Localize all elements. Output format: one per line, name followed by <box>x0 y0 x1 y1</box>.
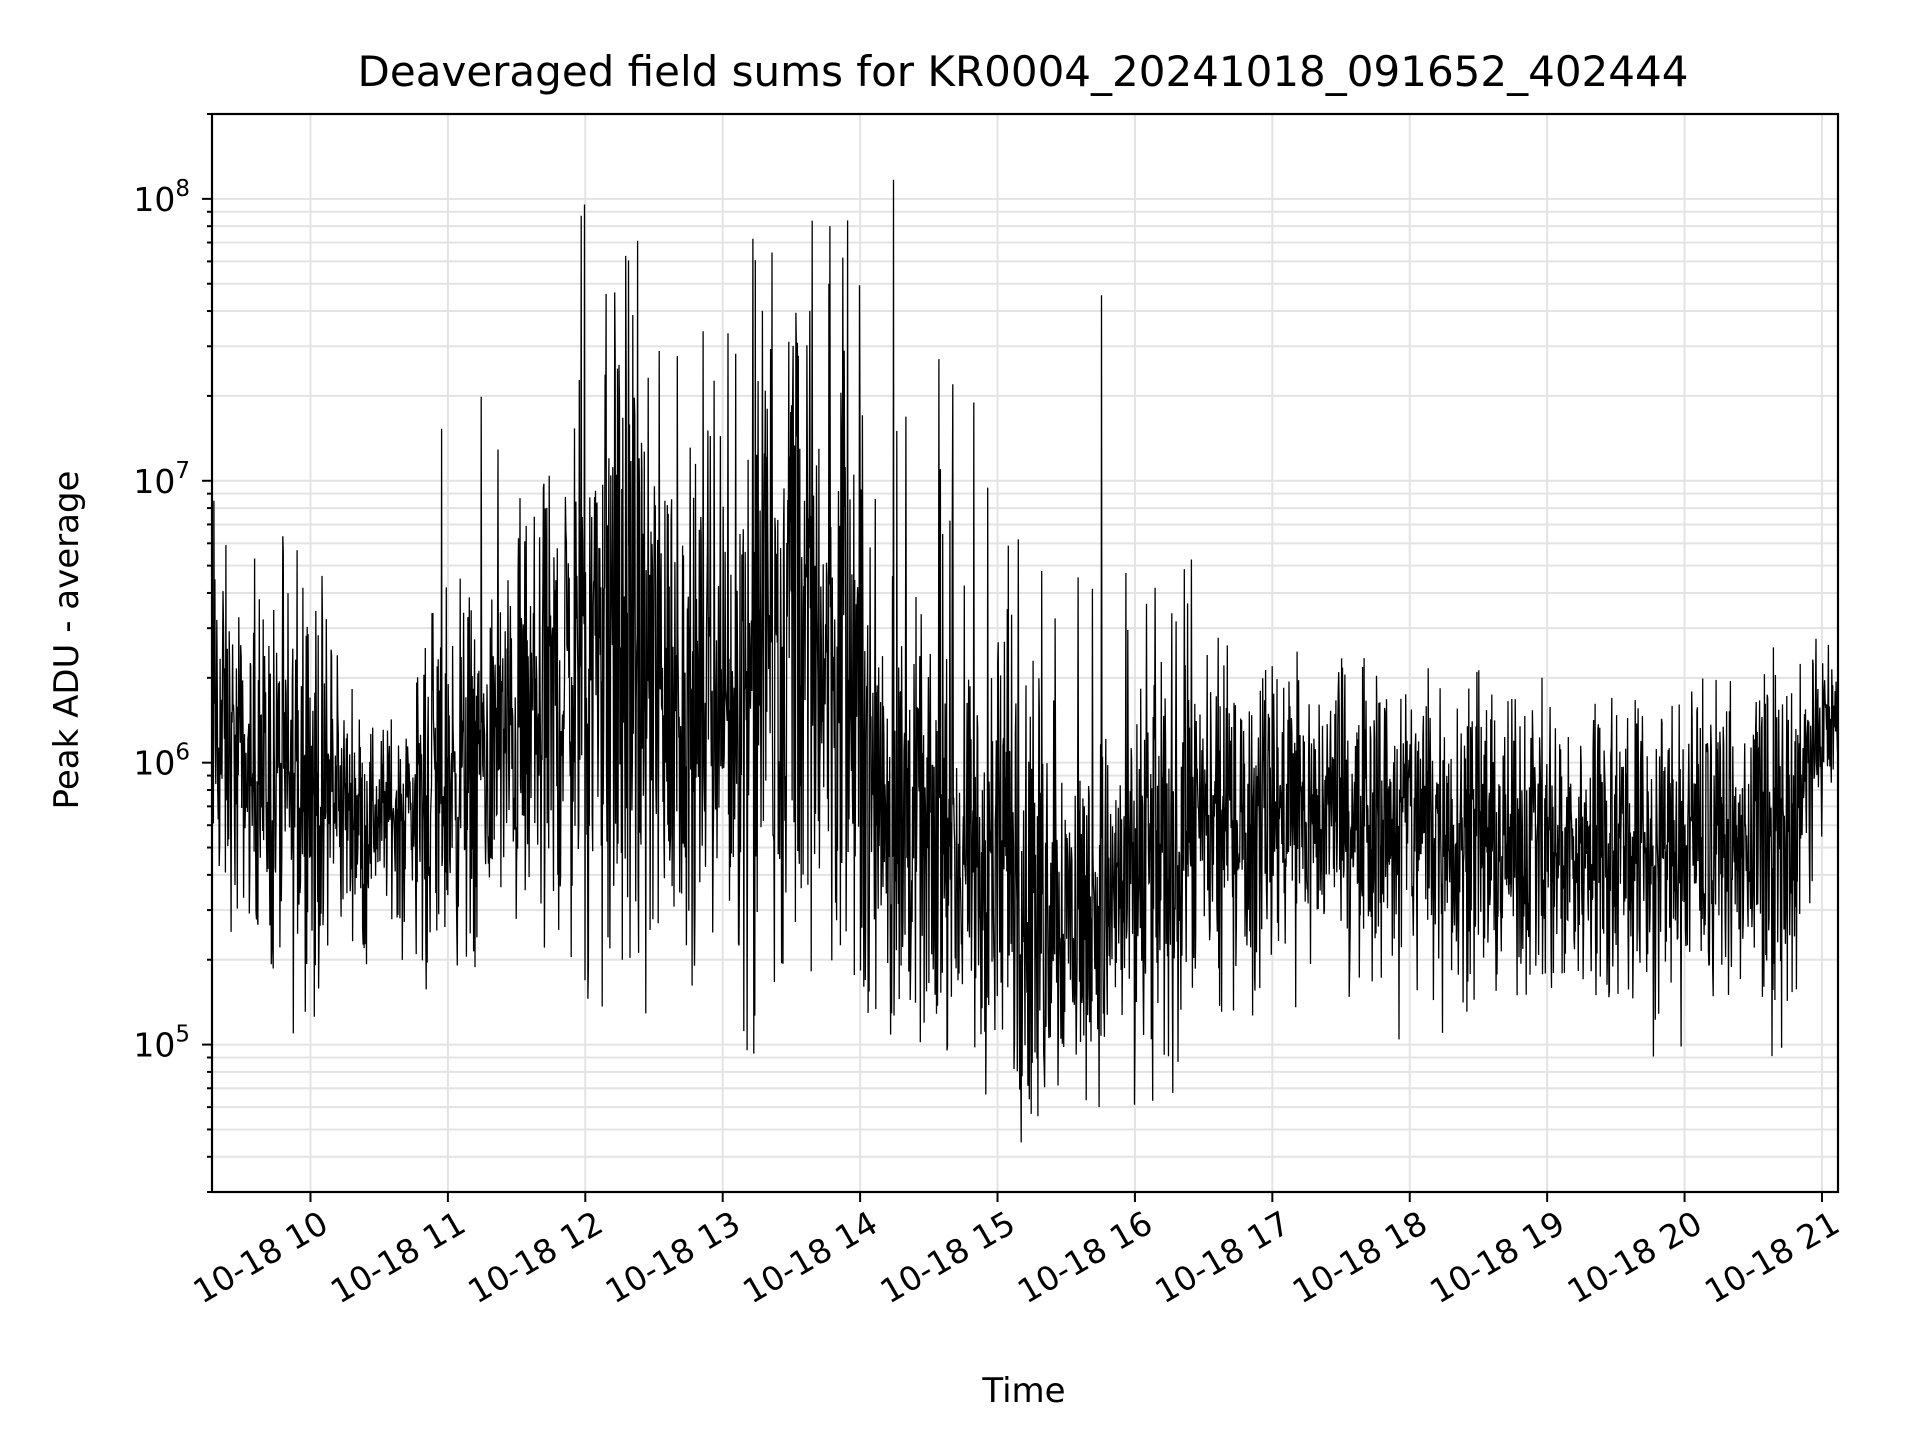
chart-title: Deaveraged field sums for KR0004_2024101… <box>358 47 1689 96</box>
plot-frame <box>210 112 1840 1194</box>
y-axis-ticks: 105 106 107 108 <box>133 113 212 1193</box>
y-axis-label: Peak ADU - average <box>47 471 87 810</box>
y-tick-label: 105 <box>133 1022 190 1065</box>
series-line <box>211 179 1839 1143</box>
data-layer <box>211 179 1839 1143</box>
x-axis-label: Time <box>981 1371 1065 1411</box>
y-tick-label: 106 <box>133 740 190 783</box>
y-tick-label: 107 <box>133 458 190 501</box>
y-tick-label: 108 <box>133 176 190 219</box>
